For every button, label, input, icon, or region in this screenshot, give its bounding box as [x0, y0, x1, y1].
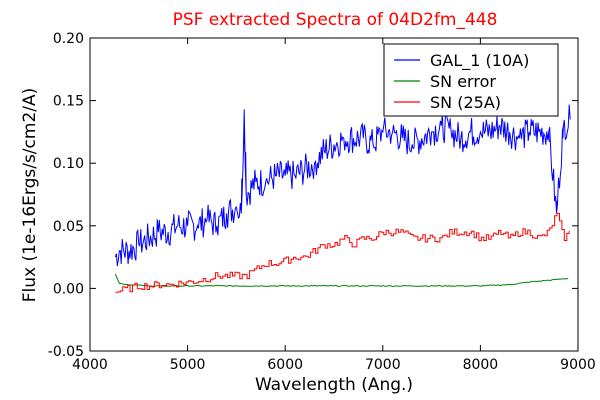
ticks-layer: 4000 5000 6000 7000 8000 9000 -0.05 0.00 0.05 0.1…	[48, 31, 596, 373]
x-axis-label: Wavelength (Ang.)	[255, 375, 413, 395]
y-axis-label: Flux (1e-16Ergs/s/cm2/A)	[20, 88, 40, 303]
series-line-1	[114, 104, 571, 267]
y-tick-label: -0.05	[48, 344, 84, 360]
chart-title: PSF extracted Spectra of 04D2fm_448	[173, 10, 498, 30]
y-tick-label: 0.15	[53, 94, 84, 110]
x-tick-label: 9000	[560, 357, 596, 373]
series-layer	[114, 104, 571, 293]
y-tick-label: 0.05	[53, 219, 84, 235]
y-tick-label: 0.20	[53, 31, 84, 47]
x-tick-label: 7000	[365, 357, 401, 373]
legend-box	[383, 43, 559, 117]
series-line-3	[115, 212, 570, 293]
x-tick-label: 4000	[72, 357, 108, 373]
y-tick-label: 0.10	[53, 156, 84, 172]
y-tick-label: 0.00	[53, 281, 84, 297]
legend: GAL_1 (10A)SN error SN (25A)	[383, 43, 559, 117]
legend-item: SN error	[430, 72, 496, 91]
x-tick-label: 5000	[170, 357, 206, 373]
series-line-2	[114, 273, 569, 287]
legend-item: GAL_1 (10A)	[430, 51, 529, 71]
x-tick-label: 8000	[463, 357, 499, 373]
legend-item: SN (25A)	[430, 93, 501, 112]
x-tick-label: 6000	[267, 357, 303, 373]
